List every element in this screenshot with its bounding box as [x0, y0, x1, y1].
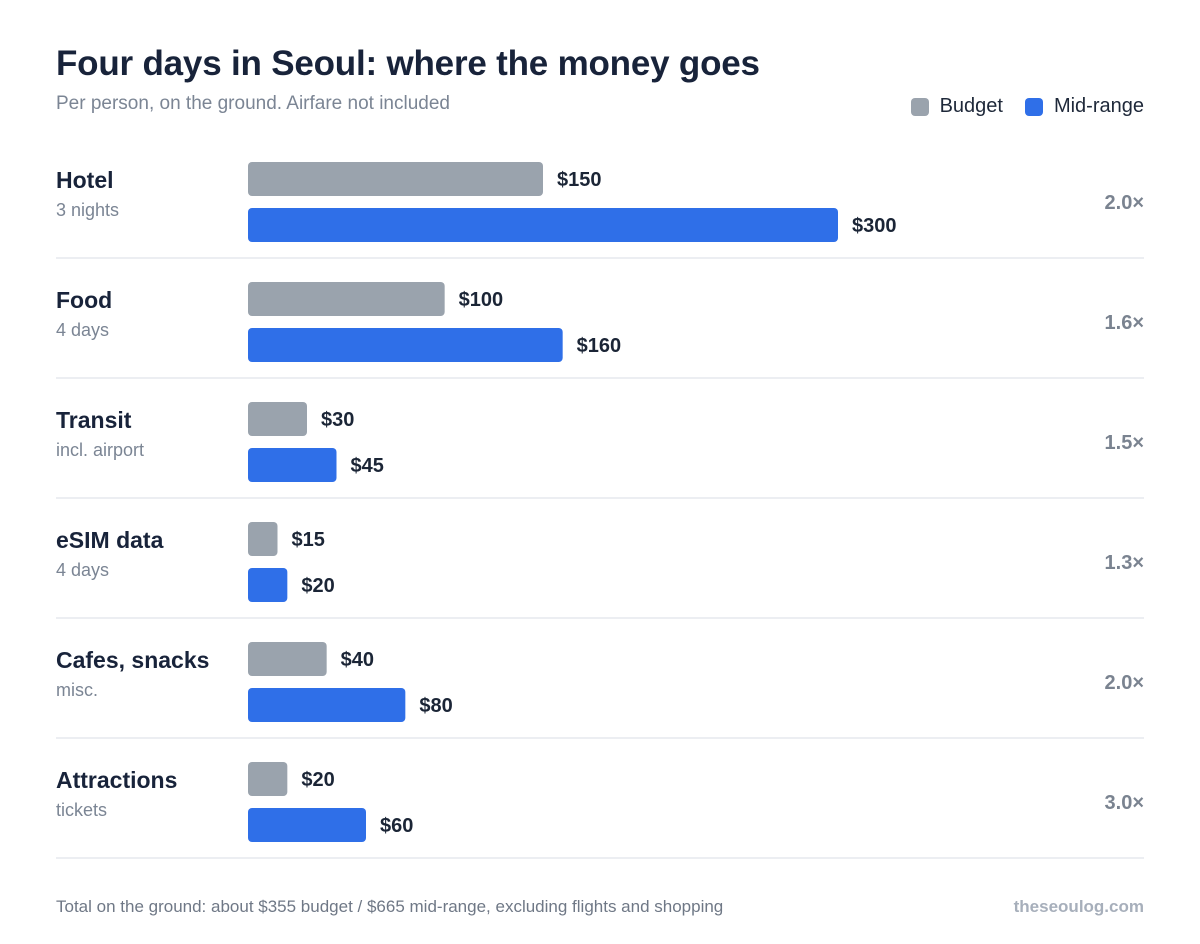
- bar-budget: [248, 402, 307, 436]
- legend: Budget Mid-range: [910, 95, 1144, 118]
- category-sublabel: 4 days: [56, 560, 109, 580]
- value-label-midrange: $300: [852, 215, 897, 237]
- category-sublabel: incl. airport: [56, 440, 144, 460]
- ratio-label: 1.5×: [1105, 432, 1144, 454]
- bar-midrange: [248, 208, 838, 242]
- category-label: Transit: [56, 407, 132, 433]
- value-label-budget: $15: [292, 529, 325, 551]
- value-label-budget: $40: [341, 649, 374, 671]
- category-label: Attractions: [56, 767, 177, 793]
- bar-midrange: [248, 808, 366, 842]
- legend-item-midrange: Mid-range: [1024, 95, 1144, 118]
- bar-midrange: [248, 688, 406, 722]
- category-label: Cafes, snacks: [56, 647, 209, 673]
- value-label-budget: $100: [459, 289, 504, 311]
- footnote: Total on the ground: about $355 budget /…: [56, 897, 724, 916]
- value-label-budget: $150: [557, 169, 602, 191]
- bar-budget: [248, 282, 445, 316]
- bar-budget: [248, 522, 278, 556]
- ratio-label: 3.0×: [1105, 792, 1144, 814]
- category-label: Food: [56, 287, 112, 313]
- category-label: Hotel: [56, 167, 114, 193]
- value-label-midrange: $60: [380, 815, 413, 837]
- value-label-midrange: $160: [577, 335, 622, 357]
- bar-budget: [248, 762, 288, 796]
- ratio-label: 1.6×: [1105, 312, 1144, 334]
- brand-label: theseoulog.com: [1013, 897, 1144, 916]
- ratio-label: 1.3×: [1105, 552, 1144, 574]
- legend-swatch-midrange: [1024, 97, 1043, 116]
- legend-label-budget: Budget: [939, 95, 1003, 117]
- legend-item-budget: Budget: [910, 95, 1003, 118]
- chart-subtitle: Per person, on the ground. Airfare not i…: [56, 93, 450, 114]
- bar-midrange: [248, 448, 337, 482]
- category-sublabel: tickets: [56, 800, 107, 820]
- category-label: eSIM data: [56, 527, 164, 553]
- bar-midrange: [248, 568, 288, 602]
- ratio-label: 2.0×: [1105, 192, 1144, 214]
- value-label-midrange: $80: [419, 695, 452, 717]
- category-sublabel: 4 days: [56, 320, 109, 340]
- bar-budget: [248, 162, 543, 196]
- category-sublabel: misc.: [56, 680, 98, 700]
- ratio-label: 2.0×: [1105, 672, 1144, 694]
- value-label-budget: $20: [301, 769, 334, 791]
- bar-budget: [248, 642, 327, 676]
- value-label-budget: $30: [321, 409, 354, 431]
- legend-swatch-budget: [910, 97, 929, 116]
- category-sublabel: 3 nights: [56, 200, 119, 220]
- value-label-midrange: $20: [301, 575, 334, 597]
- value-label-midrange: $45: [351, 455, 384, 477]
- chart-title: Four days in Seoul: where the money goes: [56, 44, 760, 83]
- legend-label-midrange: Mid-range: [1053, 95, 1144, 117]
- bar-midrange: [248, 328, 563, 362]
